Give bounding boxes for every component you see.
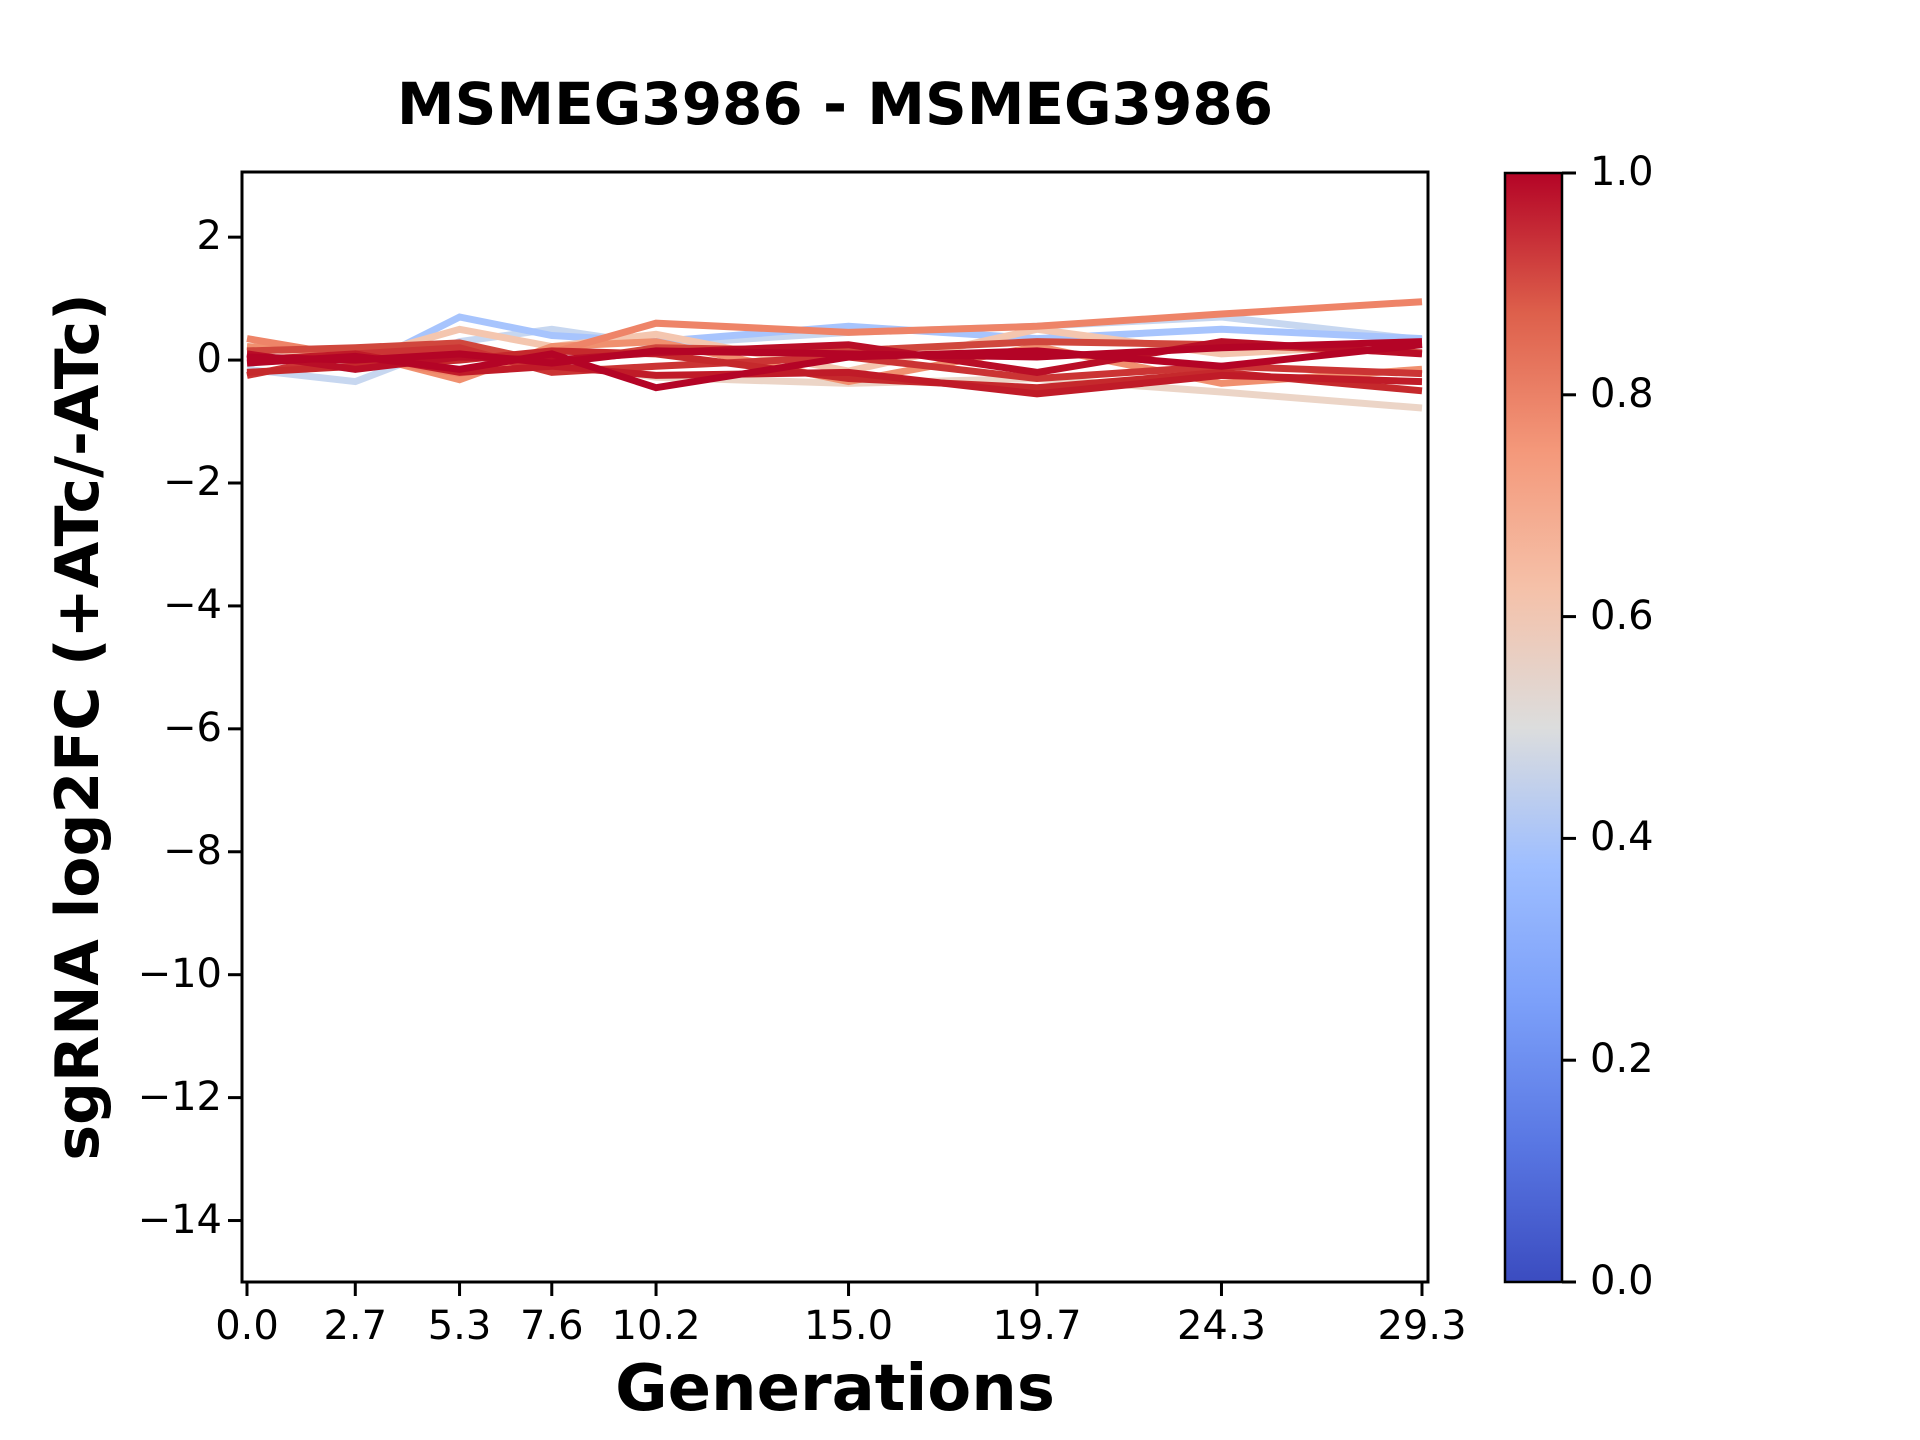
y-tick-label: −4	[163, 581, 222, 628]
x-axis-label: Generations	[615, 1352, 1055, 1426]
y-tick-label: −14	[137, 1196, 222, 1243]
x-tick-label: 15.0	[804, 1303, 894, 1349]
y-tick-label: −6	[163, 704, 222, 751]
colorbar-tick-label: 0.0	[1590, 1258, 1654, 1304]
x-tick-label: 7.6	[519, 1303, 584, 1349]
y-tick-label: −10	[137, 950, 222, 997]
axes-box	[240, 170, 1430, 1284]
colorbar-tick-label: 0.2	[1590, 1036, 1654, 1083]
x-tick-label: 2.7	[323, 1303, 388, 1349]
colorbar-tick-label: 0.8	[1590, 370, 1654, 417]
x-tick-label: 10.2	[611, 1303, 701, 1349]
series-lines	[246, 298, 1423, 412]
y-tick-label: 2	[196, 213, 222, 260]
colorbar-tick-label: 0.6	[1590, 592, 1654, 639]
series-line	[246, 338, 1423, 367]
x-tick-label: 5.3	[427, 1303, 492, 1349]
series-line	[246, 344, 1423, 383]
axis-ticks	[228, 171, 1576, 1296]
y-tick-label: −12	[137, 1073, 222, 1120]
x-tick-label: 0.0	[215, 1303, 279, 1349]
colorbar	[1503, 171, 1564, 1284]
y-tick-label: −2	[163, 458, 222, 505]
y-tick-label: −8	[163, 827, 222, 874]
colorbar-tick-label: 0.4	[1590, 814, 1654, 861]
x-tick-label: 24.3	[1176, 1303, 1266, 1349]
y-tick-label: 0	[196, 336, 222, 383]
chart-title: MSMEG3986 - MSMEG3986	[396, 70, 1274, 138]
x-tick-label: 29.3	[1377, 1303, 1467, 1349]
x-tick-label: 19.7	[992, 1303, 1082, 1349]
colorbar-tick-label: 1.0	[1590, 149, 1654, 195]
